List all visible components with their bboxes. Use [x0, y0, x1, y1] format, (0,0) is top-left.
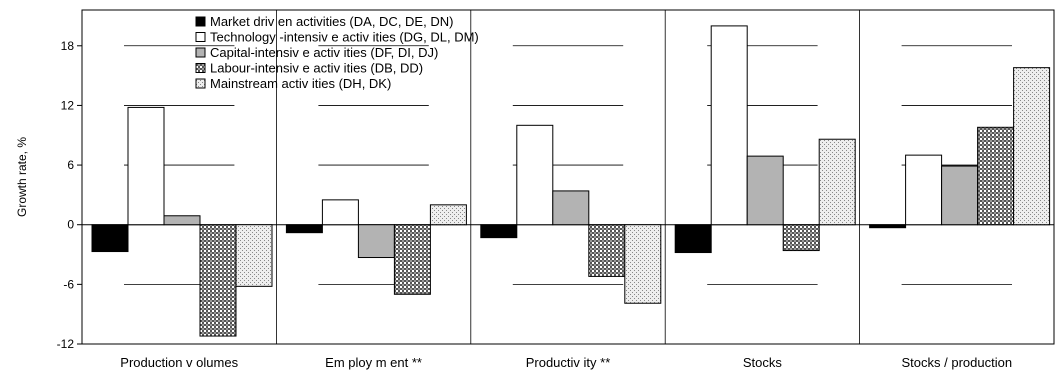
legend-swatch — [195, 78, 206, 89]
legend-swatch — [195, 32, 206, 42]
y-tick-label: 6 — [67, 158, 74, 172]
category-label: Productiv ity ** — [526, 355, 611, 370]
y-axis-title: Growth rate, % — [15, 137, 29, 217]
bar — [393, 224, 431, 295]
bar — [91, 224, 129, 253]
bar — [357, 224, 395, 259]
legend-entry: Labour-intensiv e activ ities (DB, DD) — [210, 61, 423, 76]
bar — [552, 190, 590, 226]
bar — [674, 224, 712, 254]
y-tick-label: 0 — [67, 218, 74, 232]
legend-entry: Technology -intensiv e activ ities (DG, … — [210, 30, 479, 45]
bar — [746, 155, 784, 226]
bar — [782, 224, 820, 252]
y-tick-label: -12 — [57, 337, 75, 351]
bar — [429, 204, 467, 226]
bar — [905, 154, 943, 226]
bar — [516, 124, 554, 226]
legend-swatch — [195, 63, 206, 73]
bar — [235, 224, 273, 287]
bar — [285, 224, 323, 234]
legend: Market driv en activities (DA, DC, DE, D… — [195, 14, 479, 91]
legend-entry: Capital-intensiv e activ ities (DF, DI, … — [210, 45, 438, 60]
plot-area — [81, 9, 1055, 345]
category-label: Production v olumes — [120, 355, 238, 370]
bar — [588, 224, 626, 277]
bar — [941, 165, 979, 226]
bar — [1013, 67, 1051, 226]
y-tick-label: 18 — [61, 39, 75, 53]
category-label: Stocks — [743, 355, 783, 370]
bar — [818, 138, 856, 226]
bar — [977, 126, 1015, 226]
bar — [321, 199, 359, 226]
legend-swatch — [195, 47, 206, 58]
category-label: Stocks / production — [902, 355, 1013, 370]
bar — [869, 224, 907, 229]
legend-entry: Market driv en activities (DA, DC, DE, D… — [210, 14, 453, 29]
bar — [163, 215, 201, 226]
legend-entry: Mainstream activ ities (DH, DK) — [210, 76, 391, 91]
legend-swatch — [195, 16, 206, 27]
bar — [199, 224, 237, 337]
bar — [710, 25, 748, 226]
y-tick-label: 12 — [61, 98, 75, 112]
y-tick-label: -6 — [63, 277, 74, 291]
bar — [624, 224, 662, 304]
bar — [480, 224, 518, 239]
bar — [127, 106, 165, 226]
category-label: Em ploy m ent ** — [325, 355, 422, 370]
